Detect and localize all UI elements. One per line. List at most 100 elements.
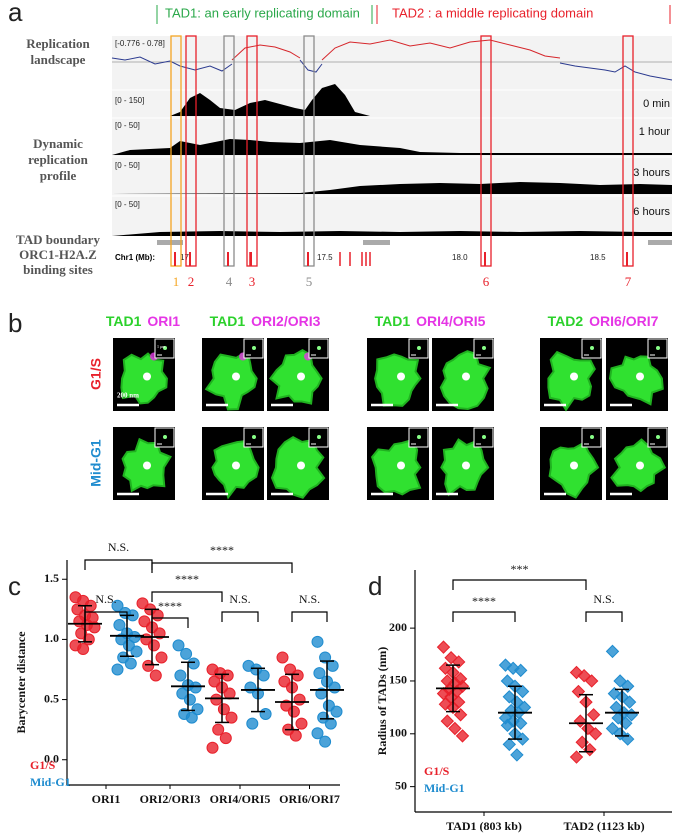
data-point: [246, 717, 259, 730]
inset-spot: [317, 435, 321, 439]
y-axis-label: Radius of TADs (nm): [375, 647, 389, 756]
image-header: TAD1 ORI4/ORI5: [375, 313, 486, 329]
bracket: [452, 579, 587, 590]
site-number: 1: [173, 274, 180, 289]
ori-name: ORI4/ORI5: [416, 313, 485, 329]
chr-pos: 18.0: [452, 253, 468, 262]
bracket: [151, 617, 189, 628]
data-point: [113, 618, 126, 631]
data-point: [221, 669, 234, 682]
data-point: [219, 732, 232, 745]
data-point: [183, 693, 196, 706]
data-point: [613, 674, 627, 688]
legend-label: Mid-G1: [424, 781, 465, 795]
data-point: [223, 687, 236, 700]
ori-name: ORI2/ORI3: [251, 313, 320, 329]
data-point: [607, 686, 622, 701]
range: [0 - 50]: [115, 200, 140, 209]
bracket: [151, 562, 293, 573]
data-point: [311, 635, 324, 648]
data-point: [440, 714, 455, 728]
sites: 1 2 3 4 5 6 7: [170, 35, 634, 289]
data-point: [191, 703, 204, 716]
range: [-0.776 - 0.78]: [115, 39, 165, 48]
boundary: [648, 240, 672, 245]
track-label: TAD boundary: [16, 232, 100, 247]
ori-spot: [636, 372, 644, 381]
tad-name: TAD1: [210, 313, 246, 329]
data-point: [326, 659, 339, 672]
x-tick-label: ORI4/ORI5: [210, 792, 271, 806]
data-point: [510, 748, 524, 762]
profile-3: [112, 182, 672, 194]
data-point: [130, 645, 143, 658]
bracket: [221, 611, 259, 622]
y-tick-label: 0.5: [44, 691, 59, 705]
data-point: [206, 741, 219, 754]
data-point: [453, 708, 468, 722]
data-point: [330, 705, 343, 718]
y-tick-label: 50: [395, 778, 407, 792]
data-point: [324, 717, 337, 730]
data-point: [569, 750, 584, 764]
chr-label: Chr1 (Mb):: [115, 253, 155, 262]
panel-label: c: [8, 571, 21, 601]
row-label: Mid-G1: [88, 439, 104, 487]
data-point: [577, 668, 591, 683]
site-number: 6: [483, 274, 490, 289]
data-point: [515, 732, 530, 746]
tad-signal: [374, 353, 422, 407]
data-point: [502, 690, 517, 704]
chr-pos: 18.5: [590, 253, 606, 262]
site-number: 3: [249, 274, 256, 289]
data-point: [111, 599, 124, 612]
data-point: [180, 647, 193, 660]
panel-label: b: [8, 308, 22, 338]
bracket: [151, 591, 223, 602]
row-label: G1/S: [88, 358, 104, 390]
data-point: [77, 643, 90, 656]
track-label: Replication: [26, 36, 90, 51]
legend-label: G1/S: [424, 764, 450, 778]
data-point: [586, 708, 601, 722]
data-point: [212, 723, 225, 736]
time: 0 min: [643, 98, 670, 110]
browser-tracks: [111, 5, 673, 245]
data-point: [319, 735, 332, 748]
significance: ****: [472, 594, 496, 608]
data-point: [581, 721, 595, 736]
significance: ***: [511, 562, 529, 576]
significance: N.S.: [299, 592, 320, 606]
x-tick-label: ORI2/ORI3: [140, 792, 201, 806]
x-tick-label: TAD1 (803 kb): [446, 819, 522, 833]
legend-label: G1/S: [30, 758, 56, 772]
image-header: TAD1 ORI2/ORI3: [210, 313, 321, 329]
data-point: [225, 711, 238, 724]
significance: N.S.: [95, 592, 116, 606]
data-point: [502, 737, 517, 752]
inset-spot: [590, 435, 594, 439]
ori-spot: [297, 461, 305, 470]
ori-spot: [143, 461, 151, 470]
micrographs: TAD1 ORI1 TAD1 ORI2/ORI3 TAD1 ORI4/ORI5 TAD2 OR…: [88, 313, 668, 500]
track-label: ORC1-H2A.Z: [19, 247, 97, 262]
inset-spot: [417, 346, 421, 350]
data-point: [293, 693, 306, 706]
data-point: [613, 727, 627, 741]
profile-0: [112, 84, 672, 116]
inset-spot: [590, 346, 594, 350]
data-point: [438, 697, 453, 711]
chr-pos: 17: [180, 253, 189, 262]
legend-label: Mid-G1: [30, 775, 71, 789]
time: 6 hours: [633, 206, 670, 218]
tad-name: TAD2: [548, 313, 584, 329]
x-tick-label: ORI6/ORI7: [279, 792, 340, 806]
tad-signal: [547, 350, 596, 412]
significance: N.S.: [229, 592, 250, 606]
chr-pos: 17.5: [317, 253, 333, 262]
ori-spot: [232, 372, 240, 381]
ori-spot: [570, 372, 578, 381]
data-point: [124, 657, 137, 670]
data-point: [500, 718, 515, 733]
